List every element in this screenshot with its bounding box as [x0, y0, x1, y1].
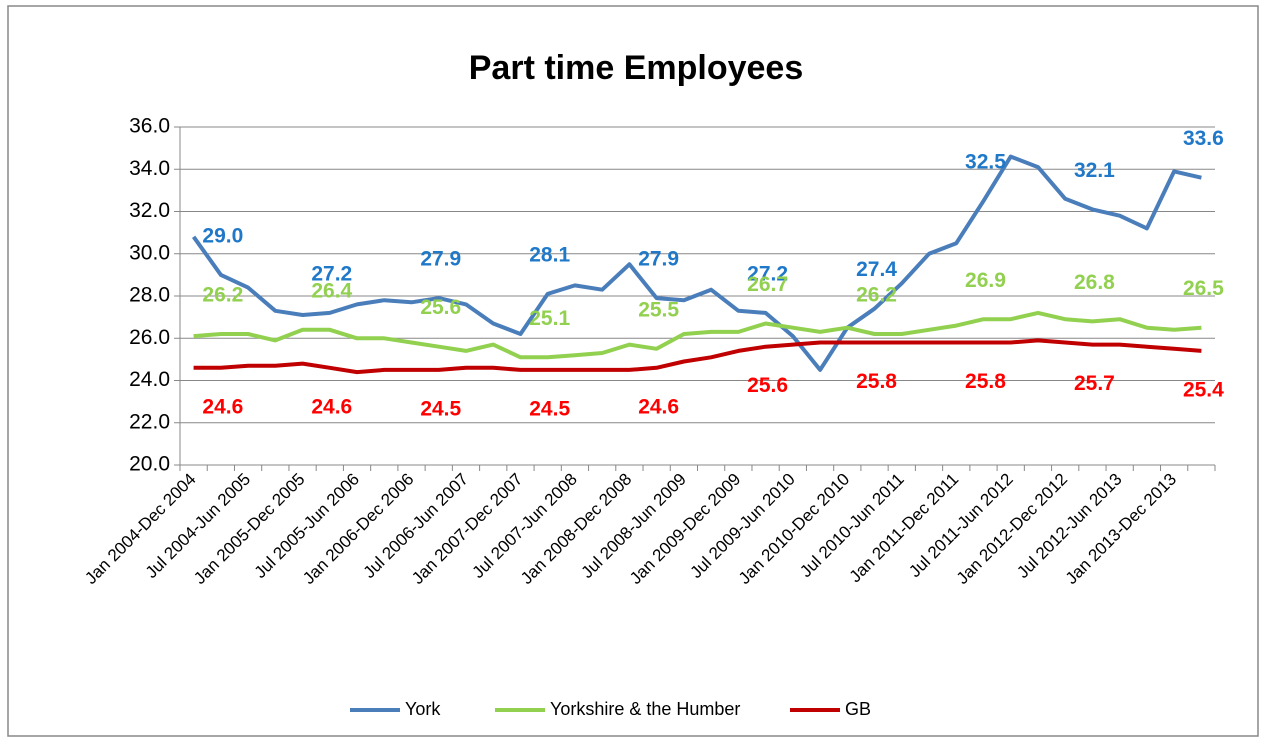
data-label: 25.7 [1074, 372, 1115, 395]
data-label: 24.6 [638, 395, 679, 418]
data-label: 24.6 [311, 395, 352, 418]
data-label: 26.9 [965, 269, 1006, 292]
y-tick-label: 26.0 [129, 326, 170, 349]
data-label: 32.5 [965, 150, 1006, 173]
data-label: 25.8 [965, 370, 1006, 393]
data-label: 24.5 [420, 397, 461, 420]
data-label: 32.1 [1074, 159, 1115, 182]
data-label: 29.0 [202, 224, 243, 247]
y-tick-label: 20.0 [129, 453, 170, 476]
data-label: 33.6 [1183, 127, 1224, 150]
data-label: 25.1 [529, 307, 570, 330]
data-label: 26.7 [747, 273, 788, 296]
data-label: 26.4 [311, 279, 352, 302]
data-label: 25.6 [420, 296, 461, 319]
y-tick-label: 34.0 [129, 157, 170, 180]
data-label: 28.1 [529, 243, 570, 266]
data-label: 26.8 [1074, 271, 1115, 294]
y-tick-label: 24.0 [129, 368, 170, 391]
data-label: 26.2 [856, 284, 897, 307]
series-line [193, 338, 1202, 375]
data-label: 24.6 [202, 395, 243, 418]
legend-label: GB [845, 699, 871, 719]
data-label: 26.2 [202, 284, 243, 307]
series-line [191, 154, 1202, 372]
data-label: 27.2 [747, 262, 788, 285]
chart-title: Part time Employees [469, 49, 803, 87]
legend-label: Yorkshire & the Humber [550, 699, 740, 719]
y-tick-label: 32.0 [129, 199, 170, 222]
y-tick-label: 22.0 [129, 410, 170, 433]
data-label: 26.5 [1183, 277, 1224, 300]
series-line [193, 310, 1202, 360]
data-label: 27.4 [856, 258, 897, 281]
data-label: 25.8 [856, 370, 897, 393]
data-label: 25.4 [1183, 378, 1224, 401]
y-tick-label: 28.0 [129, 284, 170, 307]
data-label: 27.9 [420, 248, 461, 271]
data-label: 25.5 [638, 298, 679, 321]
y-tick-label: 36.0 [129, 115, 170, 138]
data-label: 27.2 [311, 262, 352, 285]
data-label: 25.6 [747, 374, 788, 397]
data-label: 27.9 [638, 248, 679, 271]
y-tick-label: 30.0 [129, 241, 170, 264]
legend-label: York [405, 699, 441, 719]
data-label: 24.5 [529, 397, 570, 420]
